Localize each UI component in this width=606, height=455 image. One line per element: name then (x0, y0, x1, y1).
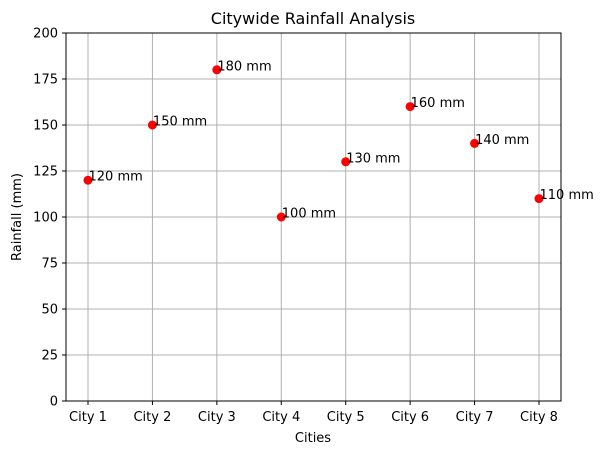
data-point (470, 138, 480, 148)
x-tick-label: City 4 (262, 410, 300, 425)
data-label: 120 mm (89, 170, 143, 185)
data-label: 140 mm (475, 133, 529, 148)
x-tick-label: City 2 (133, 410, 171, 425)
plot-frame (65, 32, 562, 402)
data-point (212, 65, 222, 75)
x-tick-label: City 7 (456, 410, 494, 425)
x-tick-label: City 3 (198, 410, 236, 425)
x-axis-label: Cities (295, 431, 331, 446)
data-point (83, 175, 93, 185)
data-label: 130 mm (346, 151, 400, 166)
x-tick-label: City 5 (327, 410, 365, 425)
data-label: 160 mm (411, 96, 465, 111)
x-tick-label: City 8 (520, 410, 558, 425)
data-label: 180 mm (217, 59, 271, 74)
y-tick-label: 50 (41, 303, 58, 318)
data-point (341, 157, 351, 167)
data-label: 100 mm (282, 207, 336, 222)
x-tick-label: City 1 (69, 410, 107, 425)
y-axis-label: Rainfall (mm) (10, 173, 25, 261)
y-tick-label: 25 (41, 349, 58, 364)
y-tick-label: 0 (50, 395, 58, 410)
data-point (534, 194, 544, 204)
data-point (405, 102, 415, 112)
data-label: 110 mm (540, 188, 594, 203)
y-tick-label: 75 (41, 257, 58, 272)
y-tick-label: 100 (33, 211, 58, 226)
y-tick-label: 125 (33, 165, 58, 180)
y-tick-label: 175 (33, 73, 58, 88)
x-tick-label: City 6 (391, 410, 429, 425)
data-labels: 120 mm 150 mm 180 mm 100 mm 130 mm 160 mm 140 … (89, 59, 594, 221)
data-point (276, 212, 286, 222)
y-tick-label: 150 (33, 119, 58, 134)
data-points (83, 65, 544, 222)
chart-title: Citywide Rainfall Analysis (211, 9, 415, 28)
data-label: 150 mm (153, 115, 207, 130)
data-point (147, 120, 157, 130)
axis-ticks: City 1 City 2 City 3 City 4 City 5 City 6 City… (33, 27, 558, 426)
y-tick-label: 200 (33, 27, 58, 42)
